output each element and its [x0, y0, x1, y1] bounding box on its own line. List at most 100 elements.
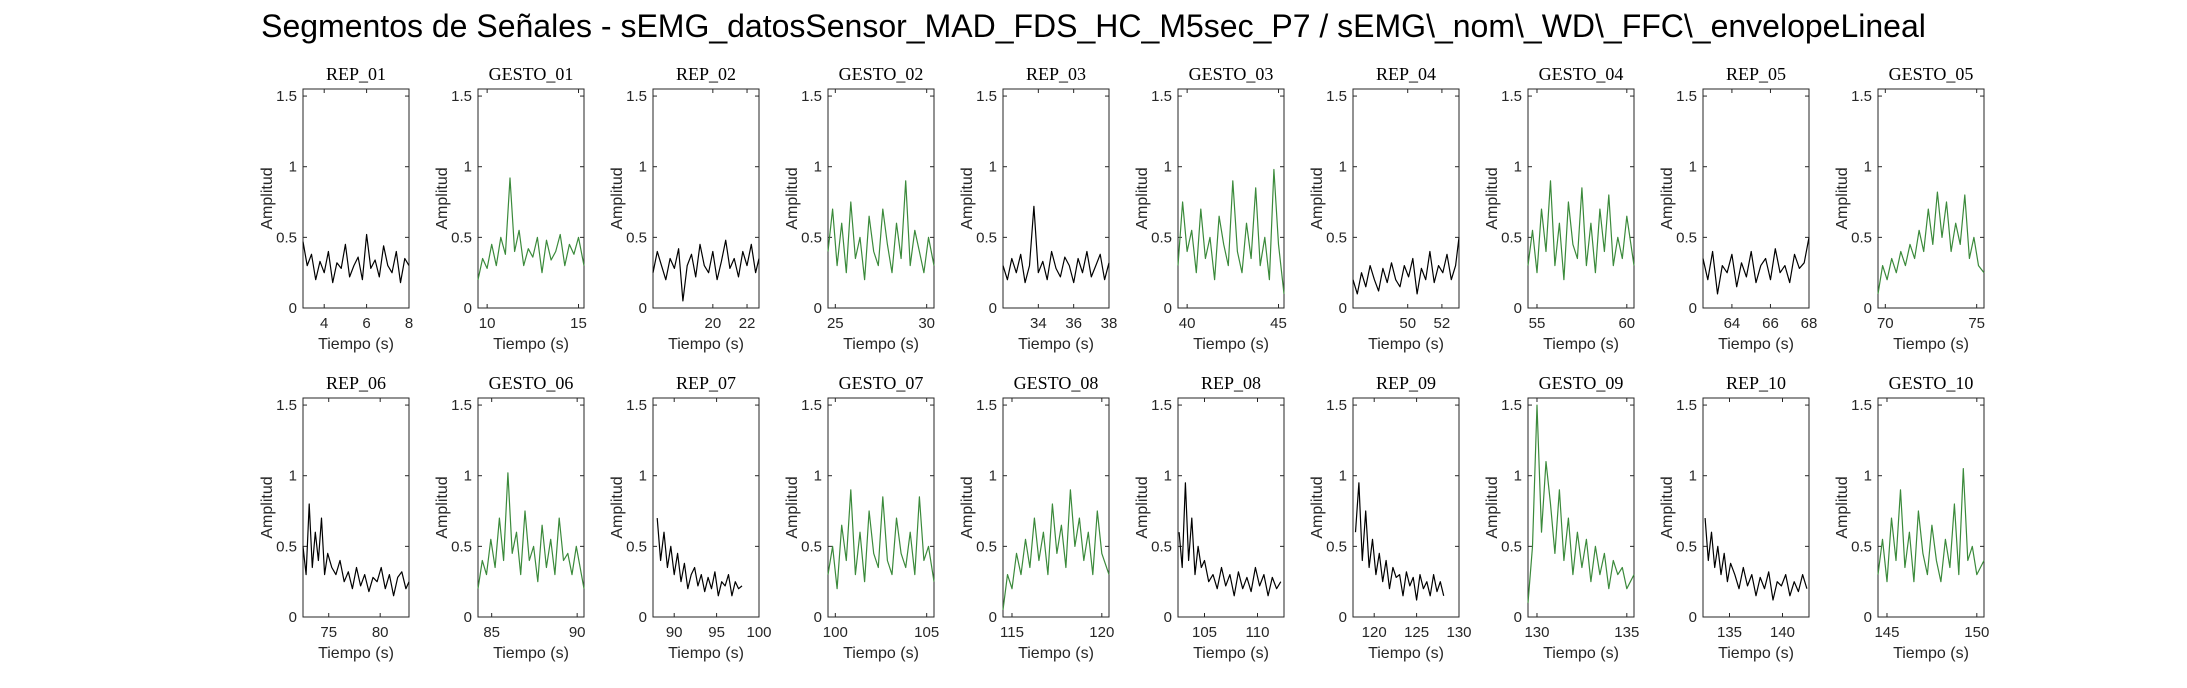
ytick-label-gesto-07: 1: [814, 468, 822, 485]
xlabel-rep-03: Tiempo (s): [1018, 336, 1094, 353]
xtick-label-rep-09: 125: [1404, 624, 1429, 641]
xtick-label-gesto-05: 75: [1968, 315, 1985, 332]
ytick-label-rep-10: 0.5: [1676, 538, 1697, 555]
xtick-label-gesto-05: 70: [1877, 315, 1894, 332]
ytick-label-rep-10: 1: [1689, 468, 1697, 485]
xtick-label-rep-09: 120: [1362, 624, 1387, 641]
xlabel-rep-01: Tiempo (s): [318, 336, 394, 353]
ytick-label-rep-06: 0.5: [276, 538, 297, 555]
axes-box-gesto-04: [1527, 88, 1635, 309]
ytick-label-gesto-03: 0.5: [1151, 229, 1172, 246]
ytick-label-gesto-08: 0: [989, 609, 997, 626]
ytick-label-gesto-02: 1.5: [801, 88, 822, 105]
xlabel-gesto-04: Tiempo (s): [1543, 336, 1619, 353]
ytick-label-gesto-05: 0: [1864, 300, 1872, 317]
ytick-label-gesto-10: 0: [1864, 609, 1872, 626]
series-line-rep-09: [1354, 482, 1445, 601]
xtick-label-gesto-06: 85: [483, 624, 500, 641]
series-line-rep-01: [302, 233, 410, 284]
ytick-label-gesto-09: 0: [1514, 609, 1522, 626]
ylabel-gesto-03: Amplitud: [1134, 167, 1151, 229]
ytick-label-gesto-07: 1.5: [801, 397, 822, 414]
xtick-label-gesto-01: 15: [570, 315, 587, 332]
ytick-label-rep-03: 0.5: [976, 229, 997, 246]
axes-box-gesto-07: [827, 397, 935, 618]
series-line-gesto-03: [1177, 168, 1285, 294]
ytick-label-gesto-02: 0.5: [801, 229, 822, 246]
xlabel-gesto-05: Tiempo (s): [1893, 336, 1969, 353]
ytick-label-rep-03: 0: [989, 300, 997, 317]
ylabel-gesto-08: Amplitud: [959, 476, 976, 538]
xtick-label-gesto-02: 30: [918, 315, 935, 332]
xlabel-rep-09: Tiempo (s): [1368, 645, 1444, 662]
ytick-label-rep-06: 1: [289, 468, 297, 485]
ytick-label-rep-09: 0.5: [1326, 538, 1347, 555]
ytick-label-gesto-10: 1: [1864, 468, 1872, 485]
panel-title-rep-03: REP_03: [1026, 64, 1086, 84]
ytick-label-rep-02: 1: [639, 159, 647, 176]
ytick-label-gesto-04: 0.5: [1501, 229, 1522, 246]
ytick-label-rep-08: 0: [1164, 609, 1172, 626]
ytick-label-rep-09: 1: [1339, 468, 1347, 485]
xtick-label-gesto-01: 10: [479, 315, 496, 332]
xtick-label-rep-07: 90: [666, 624, 683, 641]
xtick-label-rep-03: 38: [1101, 315, 1118, 332]
ytick-label-gesto-03: 1: [1164, 159, 1172, 176]
xlabel-rep-06: Tiempo (s): [318, 645, 394, 662]
xtick-label-rep-01: 8: [405, 315, 413, 332]
ytick-label-rep-04: 0.5: [1326, 229, 1347, 246]
ytick-label-rep-03: 1: [989, 159, 997, 176]
xlabel-rep-10: Tiempo (s): [1718, 645, 1794, 662]
xtick-label-gesto-10: 145: [1874, 624, 1899, 641]
xlabel-gesto-07: Tiempo (s): [843, 645, 919, 662]
ytick-label-rep-04: 1.5: [1326, 88, 1347, 105]
panel-title-gesto-10: GESTO_10: [1889, 373, 1974, 393]
xtick-label-rep-03: 34: [1030, 315, 1047, 332]
xtick-label-gesto-04: 60: [1618, 315, 1635, 332]
ylabel-rep-05: Amplitud: [1659, 167, 1676, 229]
panel-title-rep-04: REP_04: [1376, 64, 1436, 84]
ytick-label-gesto-09: 1.5: [1501, 397, 1522, 414]
series-line-gesto-05: [1877, 191, 1985, 294]
ytick-label-rep-04: 0: [1339, 300, 1347, 317]
ytick-label-rep-07: 1.5: [626, 397, 647, 414]
panel-title-rep-06: REP_06: [326, 373, 386, 393]
xtick-label-rep-05: 64: [1724, 315, 1741, 332]
xtick-label-rep-05: 66: [1762, 315, 1779, 332]
xlabel-gesto-01: Tiempo (s): [493, 336, 569, 353]
xtick-label-rep-06: 80: [372, 624, 389, 641]
ytick-label-gesto-06: 1: [464, 468, 472, 485]
series-line-gesto-08: [1002, 489, 1110, 610]
ytick-label-rep-09: 0: [1339, 609, 1347, 626]
xtick-label-rep-10: 140: [1770, 624, 1795, 641]
xtick-label-rep-04: 50: [1399, 315, 1416, 332]
ylabel-gesto-07: Amplitud: [784, 476, 801, 538]
xlabel-gesto-03: Tiempo (s): [1193, 336, 1269, 353]
ylabel-rep-09: Amplitud: [1309, 476, 1326, 538]
ytick-label-rep-02: 0.5: [626, 229, 647, 246]
xlabel-rep-08: Tiempo (s): [1193, 645, 1269, 662]
ylabel-gesto-01: Amplitud: [434, 167, 451, 229]
xtick-label-rep-02: 22: [739, 315, 756, 332]
axes-box-rep-07: [652, 397, 760, 618]
xtick-label-gesto-03: 40: [1179, 315, 1196, 332]
ylabel-rep-03: Amplitud: [959, 167, 976, 229]
ytick-label-gesto-05: 1: [1864, 159, 1872, 176]
ytick-label-rep-10: 0: [1689, 609, 1697, 626]
xtick-label-rep-01: 6: [362, 315, 370, 332]
axes-box-rep-05: [1702, 88, 1810, 309]
series-line-rep-08: [1178, 482, 1282, 597]
ytick-label-rep-03: 1.5: [976, 88, 997, 105]
ylabel-rep-06: Amplitud: [259, 476, 276, 538]
xtick-label-rep-04: 52: [1434, 315, 1451, 332]
ytick-label-rep-01: 0: [289, 300, 297, 317]
ytick-label-rep-02: 1.5: [626, 88, 647, 105]
figure-title: Segmentos de Señales - sEMG_datosSensor_…: [261, 8, 1926, 44]
ytick-label-rep-01: 1: [289, 159, 297, 176]
xtick-label-gesto-02: 25: [827, 315, 844, 332]
xlabel-rep-04: Tiempo (s): [1368, 336, 1444, 353]
axes-box-rep-04: [1352, 88, 1460, 309]
series-line-gesto-06: [477, 472, 585, 589]
ylabel-rep-08: Amplitud: [1134, 476, 1151, 538]
xlabel-gesto-10: Tiempo (s): [1893, 645, 1969, 662]
